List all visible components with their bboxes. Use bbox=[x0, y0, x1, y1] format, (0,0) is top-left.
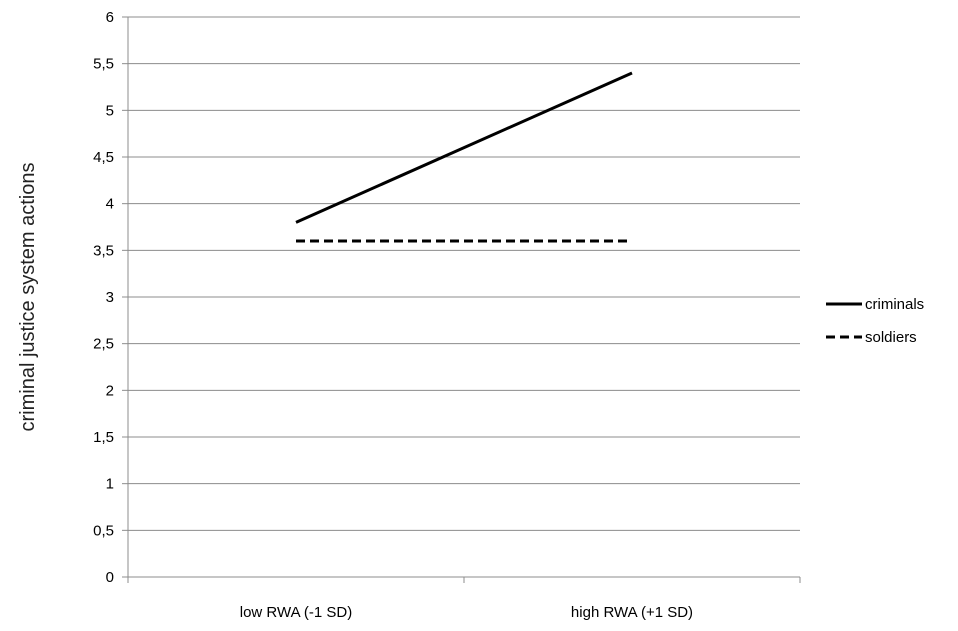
axes bbox=[122, 16, 801, 583]
series-line-criminals bbox=[295, 71, 633, 224]
y-tick-label: 6 bbox=[106, 9, 114, 26]
legend: criminals soldiers bbox=[826, 296, 924, 346]
y-tick-label: 1,5 bbox=[93, 429, 114, 446]
series-lines bbox=[295, 71, 633, 243]
y-axis-label: criminal justice system actions bbox=[17, 163, 39, 432]
legend-label-criminals: criminals bbox=[865, 296, 924, 313]
y-tick-label: 1 bbox=[106, 476, 114, 493]
y-tick-label: 0 bbox=[106, 569, 114, 586]
y-tick-label: 5 bbox=[106, 102, 114, 119]
x-category-labels: low RWA (-1 SD) high RWA (+1 SD) bbox=[240, 604, 693, 621]
y-tick-label: 4,5 bbox=[93, 149, 114, 166]
y-tick-label: 2,5 bbox=[93, 336, 114, 353]
y-tick-label: 3,5 bbox=[93, 242, 114, 259]
y-tick-label: 2 bbox=[106, 382, 114, 399]
y-tick-label: 3 bbox=[106, 289, 114, 306]
y-tick-label: 5,5 bbox=[93, 56, 114, 73]
legend-label-soldiers: soldiers bbox=[865, 329, 917, 346]
y-tick-label: 4 bbox=[106, 196, 114, 213]
y-tick-label: 0,5 bbox=[93, 522, 114, 539]
x-category-label: high RWA (+1 SD) bbox=[571, 604, 693, 621]
gridlines bbox=[128, 16, 800, 531]
x-category-label: low RWA (-1 SD) bbox=[240, 604, 353, 621]
y-tick-labels: 0 0,5 1 1,5 2 2,5 3 3,5 4 4,5 5 5,5 6 bbox=[93, 9, 114, 586]
